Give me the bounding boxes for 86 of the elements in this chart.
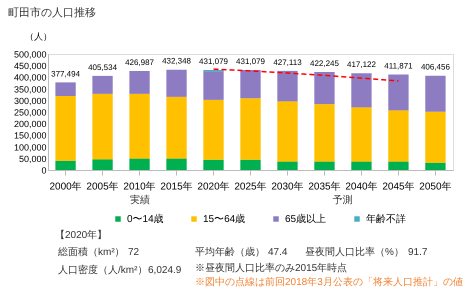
bar: [314, 104, 335, 162]
bar: [166, 158, 187, 170]
bar: [388, 74, 409, 110]
y-tick-label: 500,000: [14, 50, 46, 60]
text: 実績: [130, 194, 150, 206]
total-label: 431,079: [199, 56, 229, 66]
total-label: 427,113: [273, 58, 302, 67]
bar: [277, 162, 298, 170]
text: 昼夜間人口比率（%）: [305, 246, 404, 258]
bar: [203, 160, 224, 170]
x-tick-label: 2040年: [345, 180, 378, 192]
bar: [92, 94, 113, 160]
text: 6,024.9: [148, 265, 182, 276]
total-label: 406,456: [420, 62, 450, 72]
bar: [240, 70, 261, 98]
bar: [314, 72, 335, 104]
y-tick-label: 100,000: [14, 142, 46, 152]
bar: [351, 73, 372, 108]
y-tick-label: 300,000: [14, 96, 46, 106]
bar: [240, 160, 261, 170]
bar: [55, 96, 76, 161]
x-tick-label: 2020年: [197, 180, 230, 192]
bar: [425, 76, 446, 112]
text: 平均年齢（歳）: [195, 246, 265, 258]
text: 72: [128, 247, 140, 258]
y-tick-label: 50,000: [18, 154, 46, 164]
line-series: [212, 68, 400, 82]
x-tick-label: 2050年: [419, 180, 452, 192]
bar: [129, 94, 150, 159]
legend-label: 65歳以上: [285, 213, 326, 225]
text: 91.7: [408, 247, 428, 258]
bar: [166, 70, 187, 97]
text: 予測: [332, 194, 353, 206]
text: 人口密度（人/km²）: [58, 264, 148, 276]
bar: [92, 159, 113, 170]
text: ※昼夜間人口比率のみ2015年時点: [195, 262, 348, 274]
bar: [92, 76, 113, 94]
bar: [277, 101, 298, 162]
y-tick-label: 350,000: [14, 84, 46, 94]
y-tick-label: 450,000: [14, 61, 46, 72]
x-tick-label: 2025年: [234, 180, 267, 192]
bar: [351, 162, 372, 170]
legend-label: 0〜14歳: [127, 213, 164, 225]
legend-label: 15〜64歳: [203, 213, 246, 225]
bar: [55, 82, 76, 96]
total-label: 405,534: [88, 62, 118, 72]
bar: [425, 112, 446, 163]
text: 【2020年】: [55, 229, 108, 241]
x-tick-label: 2035年: [308, 180, 341, 192]
total-label: 417,122: [347, 60, 376, 70]
chart-title: 町田市の人口推移: [8, 6, 96, 19]
text: 47.4: [268, 247, 288, 258]
bar: [240, 98, 261, 160]
total-label: 411,871: [384, 61, 414, 70]
y-tick-label: 150,000: [14, 130, 46, 141]
total-label: 431,079: [236, 56, 266, 66]
bar: [277, 70, 298, 102]
x-tick-label: 2045年: [382, 180, 415, 192]
y-axis-title: （人）: [25, 32, 52, 42]
x-tick-label: 2000年: [49, 180, 82, 192]
x-tick-label: 2015年: [160, 180, 193, 192]
x-tick-label: 2030年: [271, 180, 304, 192]
bar: [388, 110, 409, 162]
bar: [351, 107, 372, 162]
legend-label: 年齢不詳: [366, 213, 406, 225]
text: ※図中の点線は前回2018年3月公表の「将来人口推計」の値: [195, 276, 463, 288]
total-label: 426,987: [125, 58, 155, 67]
x-tick-label: 2005年: [86, 180, 119, 192]
total-label: 422,245: [310, 59, 340, 68]
total-label: 377,494: [51, 69, 81, 78]
y-tick-label: 400,000: [14, 72, 46, 83]
bar: [425, 162, 446, 170]
bar: [203, 71, 224, 100]
x-tick-label: 2010年: [123, 180, 156, 192]
bar: [388, 162, 409, 170]
bar: [129, 158, 150, 170]
total-label: 432,348: [162, 56, 192, 66]
bar: [129, 70, 150, 94]
bar: [314, 162, 335, 170]
y-tick-label: 0: [41, 166, 46, 176]
bar: [166, 96, 187, 159]
bar: [203, 100, 224, 160]
bar: [55, 160, 76, 170]
y-tick-label: 200,000: [14, 119, 46, 130]
text: 総面積（km²）: [57, 246, 125, 258]
y-tick-label: 250,000: [14, 108, 46, 118]
